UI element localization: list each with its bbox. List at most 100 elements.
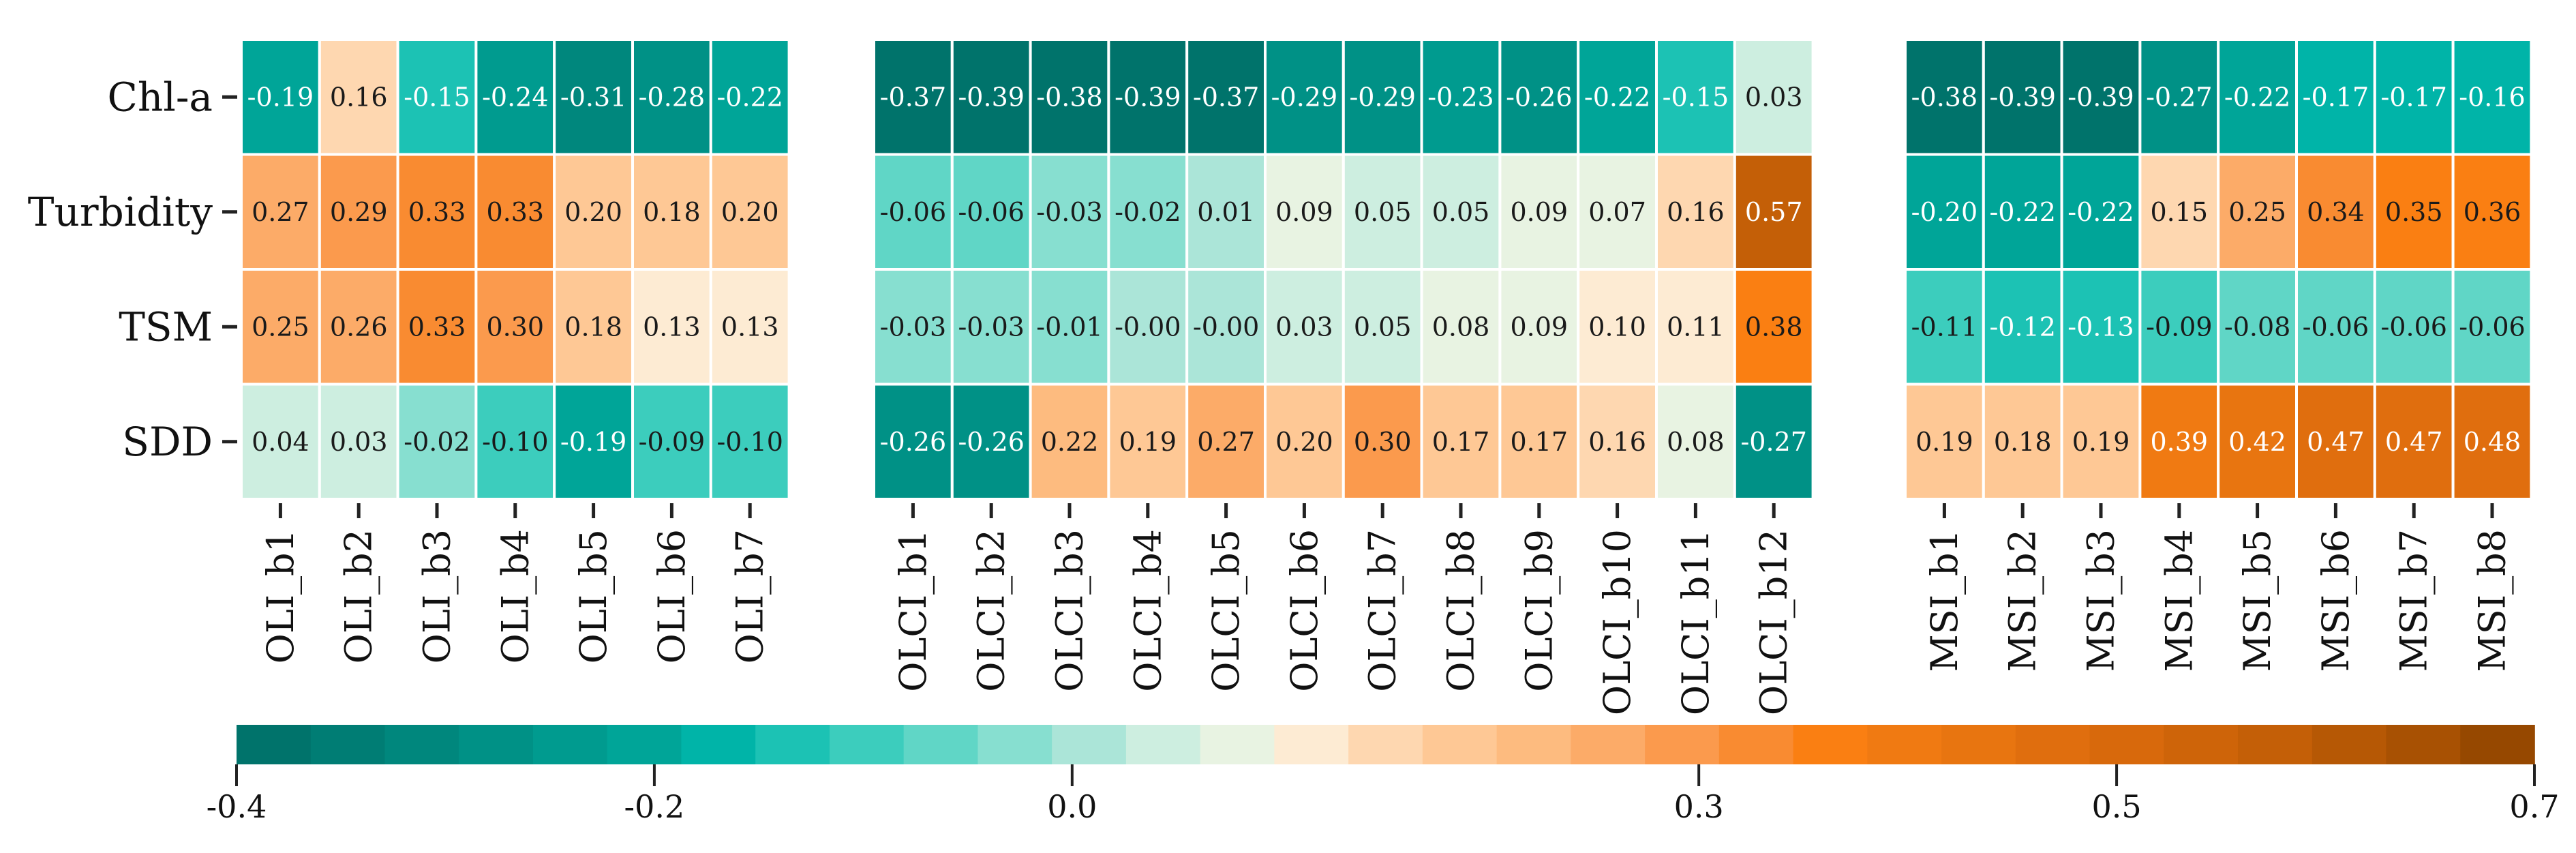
heatmap-cell (1655, 153, 1736, 271)
heatmap-cell (1420, 268, 1502, 386)
cell-value-label: 0.16 (1588, 427, 1646, 457)
column-label: MSI_b5 (2236, 529, 2279, 672)
heatmap-cell (950, 153, 1032, 271)
cell-value-label: 0.20 (564, 197, 622, 227)
colorbar-segment (459, 725, 534, 764)
cell-value-label: 0.25 (2228, 197, 2286, 227)
colorbar-segment (1867, 725, 1942, 764)
cell-value-label: 0.18 (643, 197, 701, 227)
heatmap-cell (1577, 268, 1658, 386)
colorbar-segment (2460, 725, 2535, 764)
cell-value-label: -0.17 (2380, 82, 2446, 112)
cell-value-label: 0.33 (408, 197, 466, 227)
heatmap-cell (396, 383, 478, 500)
row-label: Turbidity (28, 189, 213, 235)
cell-value-label: -0.20 (1911, 197, 1978, 227)
heatmap-cell (1107, 153, 1189, 271)
heatmap-cell (1264, 383, 1345, 500)
colorbar-segment (978, 725, 1052, 764)
cell-value-label: -0.23 (1427, 82, 1494, 112)
cell-value-label: -0.29 (1271, 82, 1337, 112)
cell-value-label: 0.19 (2072, 427, 2130, 457)
cell-value-label: 0.11 (1667, 312, 1725, 342)
heatmap-cell (396, 153, 478, 271)
cell-value-label: 0.57 (1745, 197, 1803, 227)
cell-value-label: 0.03 (330, 427, 388, 457)
colorbar-tick-label: 0.0 (1047, 788, 1097, 825)
cell-value-label: 0.13 (643, 312, 701, 342)
heatmap-cell (2138, 153, 2220, 271)
cell-value-label: -0.24 (482, 82, 548, 112)
heatmap-cell (2060, 268, 2142, 386)
heatmap-cell (2295, 383, 2376, 500)
heatmap-cell (240, 38, 321, 156)
heatmap-cell (474, 153, 556, 271)
heatmap-cell (1107, 268, 1189, 386)
row-label: Chl-a (108, 74, 213, 120)
cell-value-label: 0.16 (330, 82, 388, 112)
cell-value-label: -0.06 (2303, 312, 2369, 342)
cell-value-label: 0.13 (721, 312, 779, 342)
cell-value-label: -0.39 (1989, 82, 2055, 112)
cell-value-label: -0.15 (404, 82, 470, 112)
cell-value-label: 0.07 (1588, 197, 1646, 227)
cell-value-label: -0.38 (1911, 82, 1978, 112)
heatmap-cell (1029, 268, 1110, 386)
colorbar-tick-label: 0.7 (2509, 788, 2559, 825)
cell-value-label: -0.08 (2224, 312, 2290, 342)
colorbar-segment (384, 725, 460, 764)
heatmap-cell (873, 268, 954, 386)
colorbar-segment (681, 725, 756, 764)
column-label: OLCI_b6 (1283, 529, 1326, 692)
cell-value-label: 0.09 (1275, 197, 1333, 227)
heatmap-cell (2060, 383, 2142, 500)
cell-value-label: -0.09 (2146, 312, 2212, 342)
cell-value-label: -0.19 (247, 82, 314, 112)
colorbar-segment (237, 725, 312, 764)
heatmap-cell (2451, 383, 2533, 500)
heatmap-cell (2373, 383, 2455, 500)
colorbar-segment (607, 725, 682, 764)
colorbar-segment (2238, 725, 2313, 764)
cell-value-label: 0.34 (2307, 197, 2365, 227)
cell-value-label: -0.31 (560, 82, 626, 112)
heatmap-cell (1420, 38, 1502, 156)
column-label: MSI_b3 (2080, 529, 2123, 672)
colorbar-segment (1718, 725, 1794, 764)
heatmap-cell (2295, 38, 2376, 156)
heatmap-cell (1498, 383, 1580, 500)
cell-value-label: -0.22 (2224, 82, 2290, 112)
heatmap-cell (631, 383, 712, 500)
heatmap-cell (873, 383, 954, 500)
cell-value-label: 0.09 (1510, 312, 1568, 342)
cell-value-label: -0.12 (1989, 312, 2055, 342)
cell-value-label: -0.06 (2380, 312, 2446, 342)
cell-value-label: 0.26 (330, 312, 388, 342)
heatmap-cell (1420, 153, 1502, 271)
panel-olci: -0.37 -0.39 -0.38 -0.39 -0.37 -0.29 -0.29 -0.23… (873, 38, 1815, 715)
column-label: OLCI_b11 (1674, 529, 1717, 715)
cell-value-label: -0.15 (1663, 82, 1729, 112)
colorbar-segment (2089, 725, 2165, 764)
cell-value-label: -0.02 (404, 427, 470, 457)
column-label: OLCI_b7 (1361, 529, 1404, 692)
colorbar-segment (829, 725, 905, 764)
cell-value-label: 0.42 (2228, 427, 2286, 457)
colorbar-segment (1422, 725, 1498, 764)
column-label: MSI_b1 (1923, 529, 1966, 672)
panel-oli: -0.19 0.16 -0.15 -0.24 -0.31 -0.28 -0.22 0.27 0.… (240, 38, 791, 663)
heatmap-cell (1342, 383, 1423, 500)
cell-value-label: 0.19 (1119, 427, 1177, 457)
colorbar-segment (755, 725, 830, 764)
cell-value-label: -0.22 (2067, 197, 2134, 227)
cell-value-label: -0.13 (2067, 312, 2134, 342)
colorbar-segment (1125, 725, 1201, 764)
heatmap-cell (873, 153, 954, 271)
cell-value-label: -0.10 (716, 427, 783, 457)
cell-value-label: 0.15 (2150, 197, 2208, 227)
cell-value-label: 0.18 (1994, 427, 2052, 457)
column-label: OLI_b4 (494, 529, 536, 663)
cell-value-label: 0.08 (1667, 427, 1725, 457)
cell-value-label: -0.19 (560, 427, 626, 457)
